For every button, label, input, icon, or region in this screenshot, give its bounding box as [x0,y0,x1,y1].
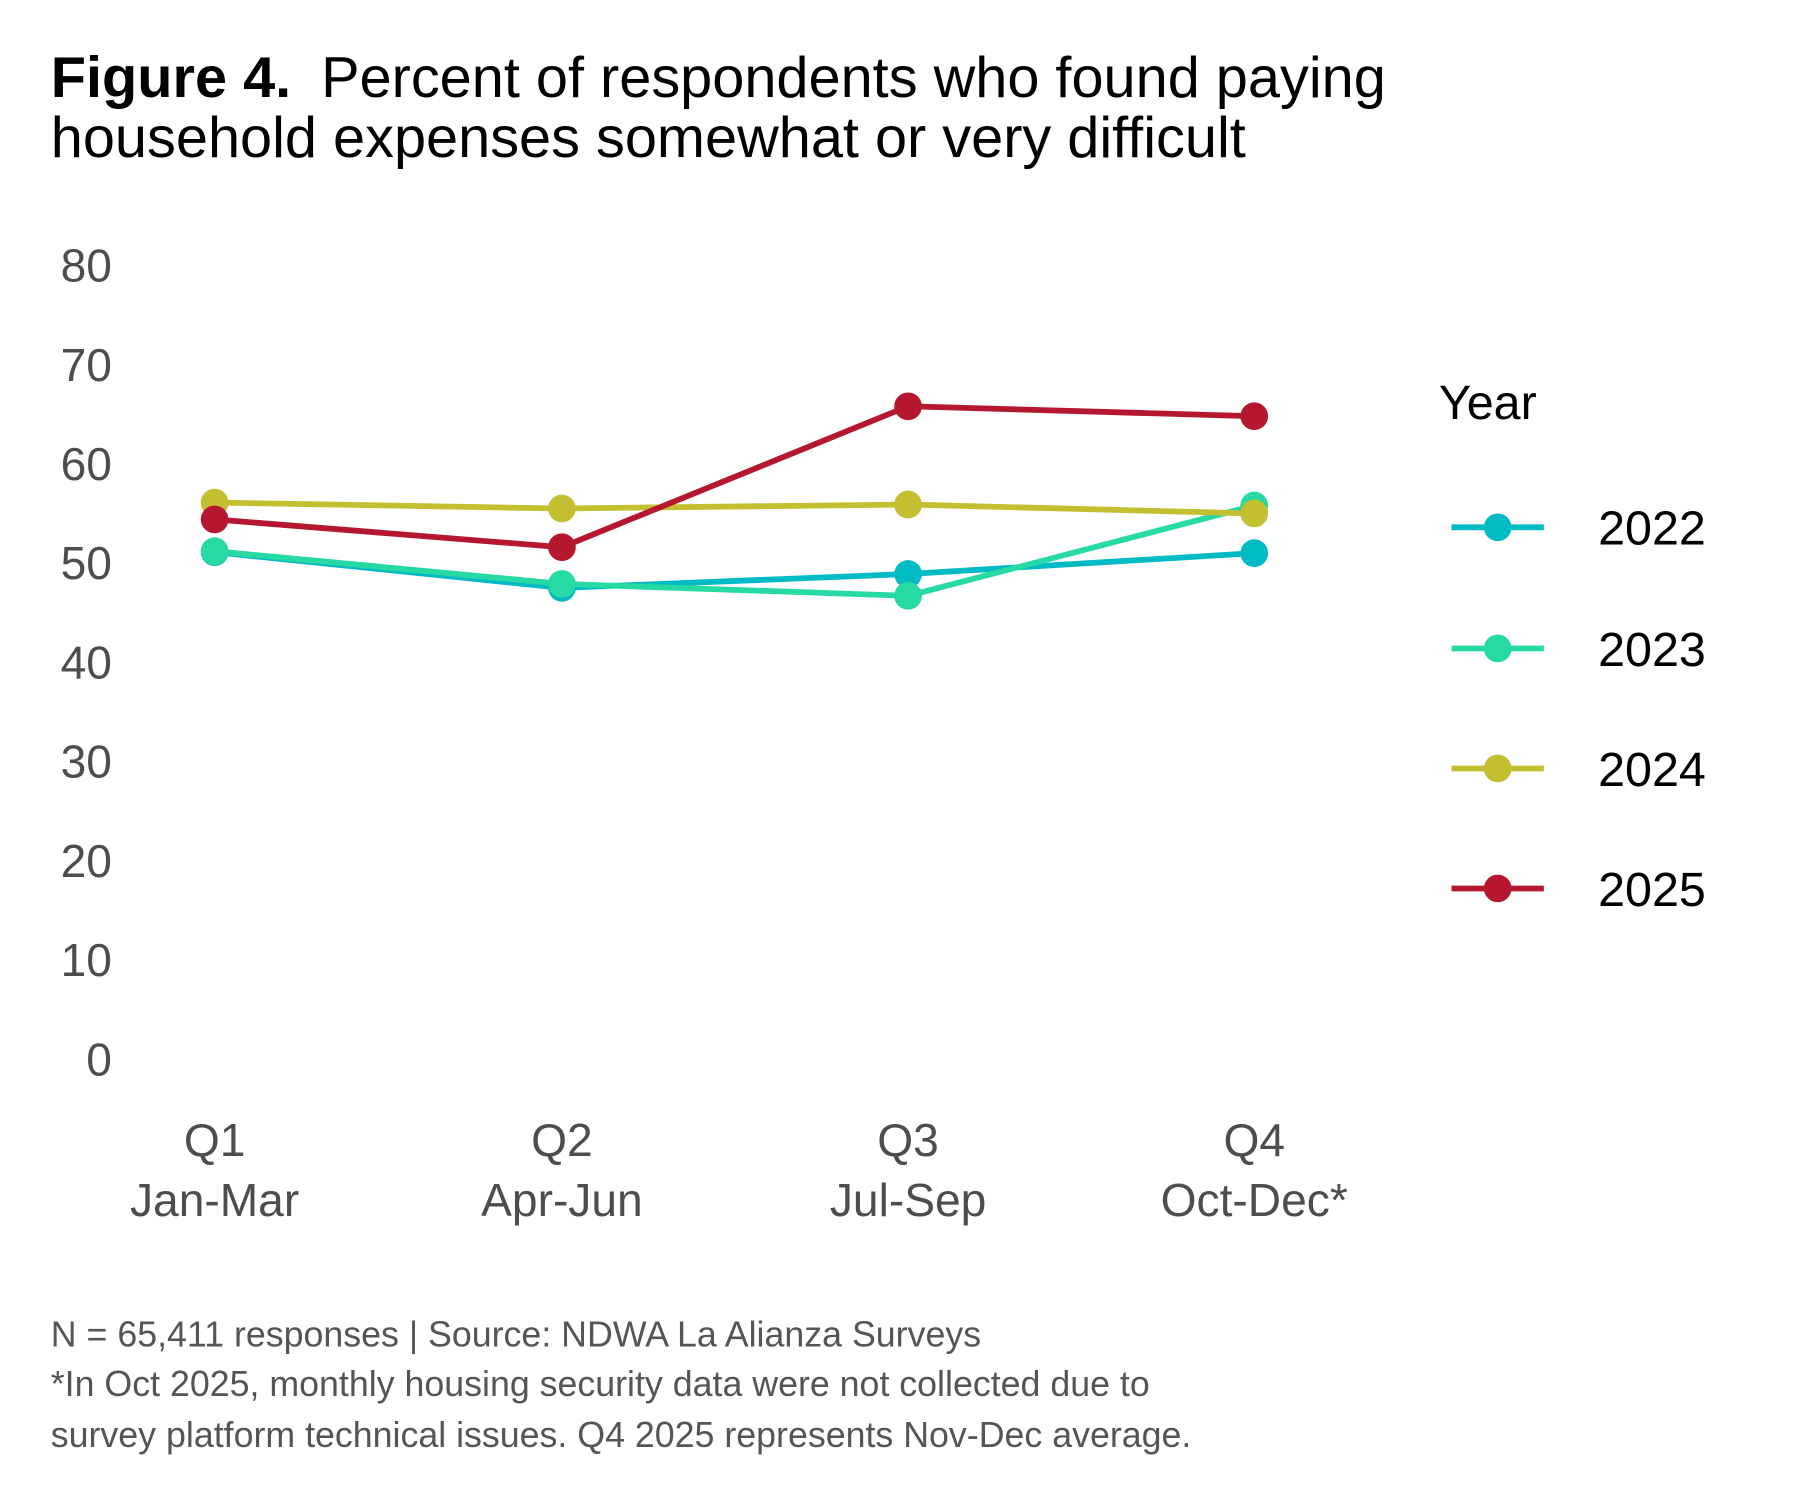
x-tick-label-months: Jan-Mar [130,1174,299,1226]
data-point-2023 [894,581,922,610]
x-tick-label-quarter: Q4 [1223,1114,1285,1166]
footnote-asterisk-2: survey platform technical issues. Q4 202… [51,1415,1192,1455]
data-point-2025 [894,392,922,421]
footnote-source: N = 65,411 responses | Source: NDWA La A… [51,1315,981,1355]
y-tick-label: 50 [61,537,112,589]
legend: 2022 2023 2024 2025 [1451,502,1706,917]
data-point-2025 [548,533,576,562]
y-tick-label: 40 [61,636,112,688]
x-tick-label-months: Oct-Dec* [1161,1174,1348,1226]
legend-dot-icon [1483,513,1512,542]
legend-item-2022: 2022 [1451,502,1706,556]
legend-dot-icon [1483,874,1512,903]
y-tick-label: 70 [61,339,112,391]
x-tick-label-quarter: Q2 [531,1114,593,1166]
series-line-2024 [214,499,1255,517]
series-line-2023 [214,502,1255,599]
legend-item-2025: 2025 [1451,863,1706,917]
data-point-2024 [894,490,922,519]
legend-label: 2023 [1598,623,1706,677]
figure-label: Figure 4. [51,46,291,110]
series-line-2025 [214,403,1255,551]
y-axis: 0 10 20 30 40 50 60 70 80 [61,240,112,1086]
legend-label: 2025 [1598,863,1706,917]
chart-title-line1: Figure 4. Percent of respondents who fou… [51,46,1386,110]
y-tick-label: 20 [61,835,112,887]
x-tick-label-months: Jul-Sep [830,1174,986,1226]
data-point-2024 [548,494,576,523]
data-point-2025 [1240,402,1269,431]
series-line-2022 [214,549,1255,591]
x-tick-label-quarter: Q1 [184,1114,246,1166]
y-tick-label: 60 [61,438,112,490]
y-tick-label: 30 [61,736,112,788]
legend-dot-icon [1483,754,1512,783]
x-tick-label-quarter: Q3 [877,1114,939,1166]
legend-item-2024: 2024 [1451,743,1706,797]
legend-item-2023: 2023 [1451,623,1706,677]
title-text-1: Percent of respondents who found paying [321,46,1386,110]
data-point-2022 [894,560,922,588]
data-point-2023 [200,537,229,566]
series-2025 [200,392,1269,562]
data-point-2024 [1240,499,1269,528]
legend-title: Year [1439,376,1537,430]
y-tick-label: 0 [86,1033,112,1085]
chart-title-line2: household expenses somewhat or very diff… [51,106,1246,170]
y-tick-label: 80 [61,240,112,292]
data-point-2023 [548,570,576,598]
y-tick-label: 10 [61,934,112,986]
legend-label: 2022 [1598,502,1706,556]
plot-area [200,392,1269,610]
series-2024 [200,488,1269,528]
x-axis: Q1 Jan-Mar Q2 Apr-Jun Q3 Jul-Sep Q4 Oct-Dec* [130,1114,1348,1226]
footnote-asterisk-1: *In Oct 2025, monthly housing security d… [51,1364,1150,1404]
data-point-2022 [1240,539,1269,567]
legend-dot-icon [1483,634,1512,663]
data-point-2025 [200,505,229,534]
legend-label: 2024 [1598,743,1706,797]
x-tick-label-months: Apr-Jun [481,1174,643,1226]
